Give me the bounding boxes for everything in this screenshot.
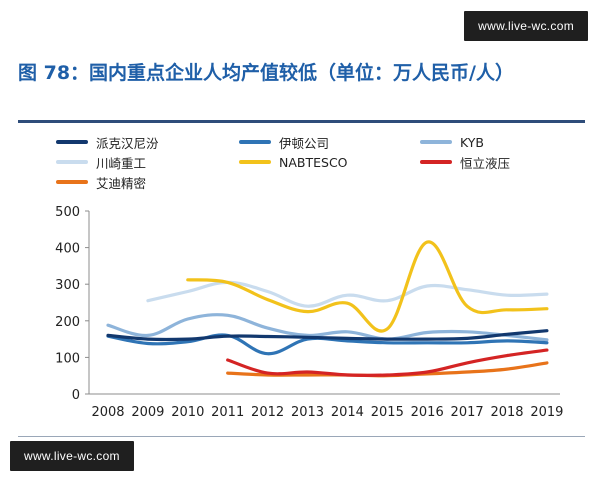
chart-title: 图 78：国内重点企业人均产值较低（单位：万人民币/人） (18, 62, 514, 84)
y-tick-label: 200 (55, 315, 80, 330)
legend-item-6: 艾迪精密 (56, 172, 146, 192)
series-line-2 (106, 313, 549, 342)
legend-item-4: NABTESCO (239, 152, 348, 172)
y-tick-label: 500 (55, 205, 80, 220)
watermark-top: www.live-wc.com (464, 11, 588, 41)
legend-item-3: 川崎重工 (56, 152, 146, 172)
legend-item-1: 伊顿公司 (239, 132, 329, 152)
legend-item-2: KYB (420, 132, 484, 152)
x-tick-label: 2009 (131, 405, 164, 420)
x-tick-label: 2012 (251, 405, 284, 420)
x-tick-label: 2013 (291, 405, 324, 420)
x-tick-label: 2014 (331, 405, 364, 420)
y-tick-label: 300 (55, 278, 80, 293)
watermark-bottom: www.live-wc.com (10, 441, 134, 471)
legend: 派克汉尼汾 伊顿公司 KYB 川崎重工 NABTESCO 恒立液压 艾迪精密 (56, 132, 586, 194)
x-tick-label: 2016 (411, 405, 444, 420)
legend-swatch-1 (239, 140, 271, 144)
series-line-5 (226, 348, 549, 377)
series-line-0 (106, 329, 549, 342)
series-line-4 (186, 240, 549, 333)
title-divider (18, 120, 585, 123)
x-tick-label: 2011 (211, 405, 244, 420)
x-tick-label: 2010 (171, 405, 204, 420)
legend-label-1: 伊顿公司 (279, 135, 330, 151)
bottom-divider (18, 436, 585, 437)
legend-label-6: 艾迪精密 (96, 175, 147, 191)
legend-swatch-4 (239, 160, 271, 164)
legend-swatch-0 (56, 140, 88, 144)
legend-label-2: KYB (460, 134, 484, 150)
x-tick-label: 2018 (490, 405, 523, 420)
legend-item-5: 恒立液压 (420, 152, 510, 172)
legend-swatch-2 (420, 140, 452, 144)
legend-swatch-5 (420, 160, 452, 164)
x-tick-label: 2017 (451, 405, 484, 420)
legend-label-0: 派克汉尼汾 (96, 135, 159, 151)
series-line-3 (146, 280, 549, 308)
legend-swatch-6 (56, 180, 88, 184)
x-tick-label: 2008 (91, 405, 124, 420)
legend-label-4: NABTESCO (279, 154, 348, 170)
y-tick-label: 400 (55, 242, 80, 257)
legend-item-0: 派克汉尼汾 (56, 132, 159, 152)
y-tick-label: 0 (72, 388, 80, 403)
legend-label-5: 恒立液压 (460, 155, 511, 171)
y-tick-label: 100 (55, 351, 80, 366)
legend-swatch-3 (56, 160, 88, 164)
x-tick-label: 2015 (371, 405, 404, 420)
x-tick-label: 2019 (530, 405, 563, 420)
legend-label-3: 川崎重工 (96, 155, 147, 171)
